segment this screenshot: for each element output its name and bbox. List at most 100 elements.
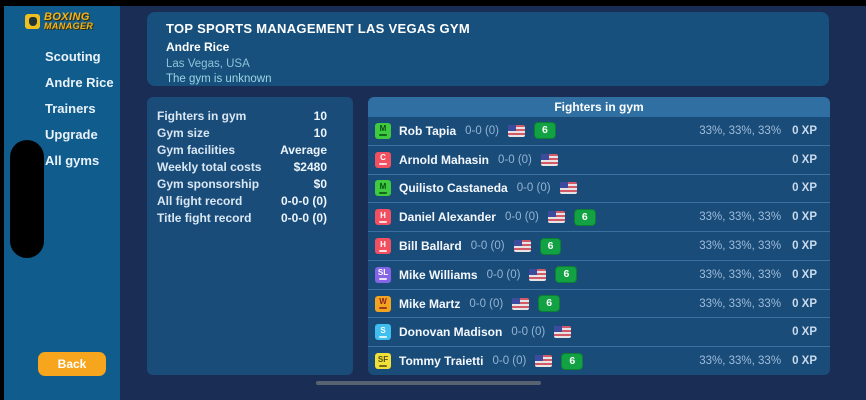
weight-class-underline bbox=[379, 191, 387, 194]
weight-class-badge: M bbox=[375, 122, 391, 139]
fighter-row[interactable]: M Rob Tapia 0-0 (0) 6 33%, 33%, 33% 0 XP bbox=[368, 117, 830, 146]
weight-class-initials: SF bbox=[377, 354, 389, 364]
us-flag-icon bbox=[559, 182, 577, 195]
fighter-xp: 0 XP bbox=[792, 240, 817, 253]
us-flag-icon bbox=[512, 297, 530, 310]
fighter-xp: 0 XP bbox=[792, 124, 817, 137]
sidebar: BOXING MANAGER Scouting Andre Rice Train… bbox=[4, 6, 120, 400]
sidebar-item-scouting[interactable]: Scouting bbox=[45, 49, 101, 64]
weight-class-badge: SF bbox=[375, 353, 391, 370]
weight-class-initials: SL bbox=[377, 268, 389, 278]
fighter-record: 0-0 (0) bbox=[469, 297, 504, 310]
stat-label: Title fight record bbox=[157, 210, 252, 225]
stat-value: Average bbox=[280, 142, 327, 157]
fighter-name: Rob Tapia bbox=[399, 123, 457, 138]
weight-class-badge: SL bbox=[375, 266, 391, 283]
weight-class-badge: S bbox=[375, 324, 391, 341]
fighter-percents: 33%, 33%, 33% bbox=[699, 268, 782, 281]
fighter-record: 0-0 (0) bbox=[511, 326, 546, 339]
weight-class-underline bbox=[379, 220, 387, 223]
us-flag-icon bbox=[535, 355, 553, 368]
fighter-record: 0-0 (0) bbox=[486, 268, 521, 281]
fighter-record: 0-0 (0) bbox=[516, 182, 551, 195]
stat-row: Gym sponsorship $0 bbox=[157, 175, 327, 192]
weight-class-underline bbox=[379, 278, 387, 281]
logo-line-2: MANAGER bbox=[44, 21, 94, 31]
sidebar-item-all-gyms[interactable]: All gyms bbox=[45, 153, 100, 168]
fighters-list: M Rob Tapia 0-0 (0) 6 33%, 33%, 33% 0 XP… bbox=[368, 117, 830, 375]
sidebar-item-upgrade[interactable]: Upgrade bbox=[45, 127, 98, 142]
weight-class-initials: W bbox=[379, 297, 387, 307]
fighter-xp: 0 XP bbox=[792, 355, 817, 368]
fighters-list-title: Fighters in gym bbox=[368, 97, 830, 117]
fighter-row[interactable]: H Daniel Alexander 0-0 (0) 6 33%, 33%, 3… bbox=[368, 203, 830, 233]
stat-label: Fighters in gym bbox=[157, 108, 247, 123]
boxer-logo-icon bbox=[25, 14, 40, 29]
stat-label: Weekly total costs bbox=[157, 159, 262, 174]
sidebar-menu: Scouting Andre Rice Trainers Upgrade All… bbox=[4, 44, 120, 174]
us-flag-icon bbox=[554, 326, 572, 339]
weight-class-underline bbox=[379, 163, 387, 166]
fighter-record: 0-0 (0) bbox=[492, 355, 527, 368]
sidebar-item-trainers[interactable]: Trainers bbox=[45, 101, 96, 116]
fighter-row[interactable]: SL Mike Williams 0-0 (0) 6 33%, 33%, 33%… bbox=[368, 261, 830, 290]
fighter-record: 0-0 (0) bbox=[498, 153, 532, 166]
logo-text: BOXING MANAGER bbox=[44, 11, 94, 32]
fighter-percents: 33%, 33%, 33% bbox=[699, 355, 782, 368]
us-flag-icon bbox=[547, 211, 565, 224]
fighter-percents: 33%, 33%, 33% bbox=[699, 211, 782, 224]
level-badge: 6 bbox=[561, 352, 584, 370]
level-badge: 6 bbox=[538, 295, 561, 313]
stat-value: 0-0-0 (0) bbox=[280, 210, 327, 225]
weight-class-initials: M bbox=[379, 124, 387, 134]
home-indicator[interactable] bbox=[316, 381, 541, 385]
stat-row: Title fight record 0-0-0 (0) bbox=[157, 209, 327, 226]
app-root: BOXING MANAGER Scouting Andre Rice Train… bbox=[4, 6, 866, 400]
stat-value: 0-0-0 (0) bbox=[280, 193, 327, 208]
weight-class-badge: H bbox=[375, 209, 391, 226]
fighter-record: 0-0 (0) bbox=[470, 240, 505, 253]
fighter-xp: 0 XP bbox=[792, 297, 817, 310]
weight-class-underline bbox=[379, 335, 387, 338]
level-badge: 6 bbox=[573, 208, 596, 226]
fighter-name: Arnold Mahasin bbox=[399, 152, 490, 167]
gym-manager: Andre Rice bbox=[166, 40, 230, 54]
weight-class-badge: H bbox=[375, 238, 391, 255]
logo-line-1: BOXING bbox=[44, 11, 90, 23]
fighter-row[interactable]: SF Tommy Traietti 0-0 (0) 6 33%, 33%, 33… bbox=[368, 347, 830, 375]
weight-class-initials: H bbox=[380, 210, 386, 220]
gym-status: The gym is unknown bbox=[166, 73, 272, 85]
fighter-name: Daniel Alexander bbox=[399, 210, 496, 225]
stat-label: Gym sponsorship bbox=[157, 176, 260, 191]
fighter-row[interactable]: W Mike Martz 0-0 (0) 6 33%, 33%, 33% 0 X… bbox=[368, 290, 830, 319]
us-flag-icon bbox=[529, 268, 547, 281]
weight-class-initials: C bbox=[380, 153, 386, 163]
fighter-xp: 0 XP bbox=[792, 153, 817, 166]
weight-class-badge: W bbox=[375, 295, 391, 312]
stat-row: Gym size 10 bbox=[157, 124, 327, 141]
fighter-name: Donovan Madison bbox=[399, 325, 503, 340]
fighter-record: 0-0 (0) bbox=[465, 124, 499, 137]
stat-row: Fighters in gym 10 bbox=[157, 107, 327, 124]
fighter-row[interactable]: S Donovan Madison 0-0 (0) 0 XP bbox=[368, 318, 830, 348]
weight-class-initials: S bbox=[380, 325, 386, 335]
fighter-record: 0-0 (0) bbox=[504, 211, 539, 224]
fighter-xp: 0 XP bbox=[792, 268, 817, 281]
back-button[interactable]: Back bbox=[38, 352, 106, 376]
fighter-percents: 33%, 33%, 33% bbox=[699, 124, 782, 137]
fighter-percents: 33%, 33%, 33% bbox=[699, 240, 782, 253]
sidebar-item-andre-rice[interactable]: Andre Rice bbox=[45, 75, 114, 90]
fighter-row[interactable]: H Bill Ballard 0-0 (0) 6 33%, 33%, 33% 0… bbox=[368, 232, 830, 261]
fighter-name: Tommy Traietti bbox=[399, 354, 484, 369]
weight-class-badge: M bbox=[375, 180, 391, 197]
fighter-row[interactable]: M Quilisto Castaneda 0-0 (0) 0 XP bbox=[368, 175, 830, 204]
fighter-xp: 0 XP bbox=[792, 182, 817, 195]
fighter-row[interactable]: C Arnold Mahasin 0-0 (0) 0 XP bbox=[368, 146, 830, 175]
fighter-xp: 0 XP bbox=[792, 211, 817, 224]
stat-value: 10 bbox=[313, 108, 327, 123]
gym-header-panel: TOP SPORTS MANAGEMENT LAS VEGAS GYM Andr… bbox=[147, 12, 829, 86]
camera-notch bbox=[10, 140, 44, 258]
stat-row: Weekly total costs $2480 bbox=[157, 158, 327, 175]
weight-class-underline bbox=[379, 364, 387, 367]
